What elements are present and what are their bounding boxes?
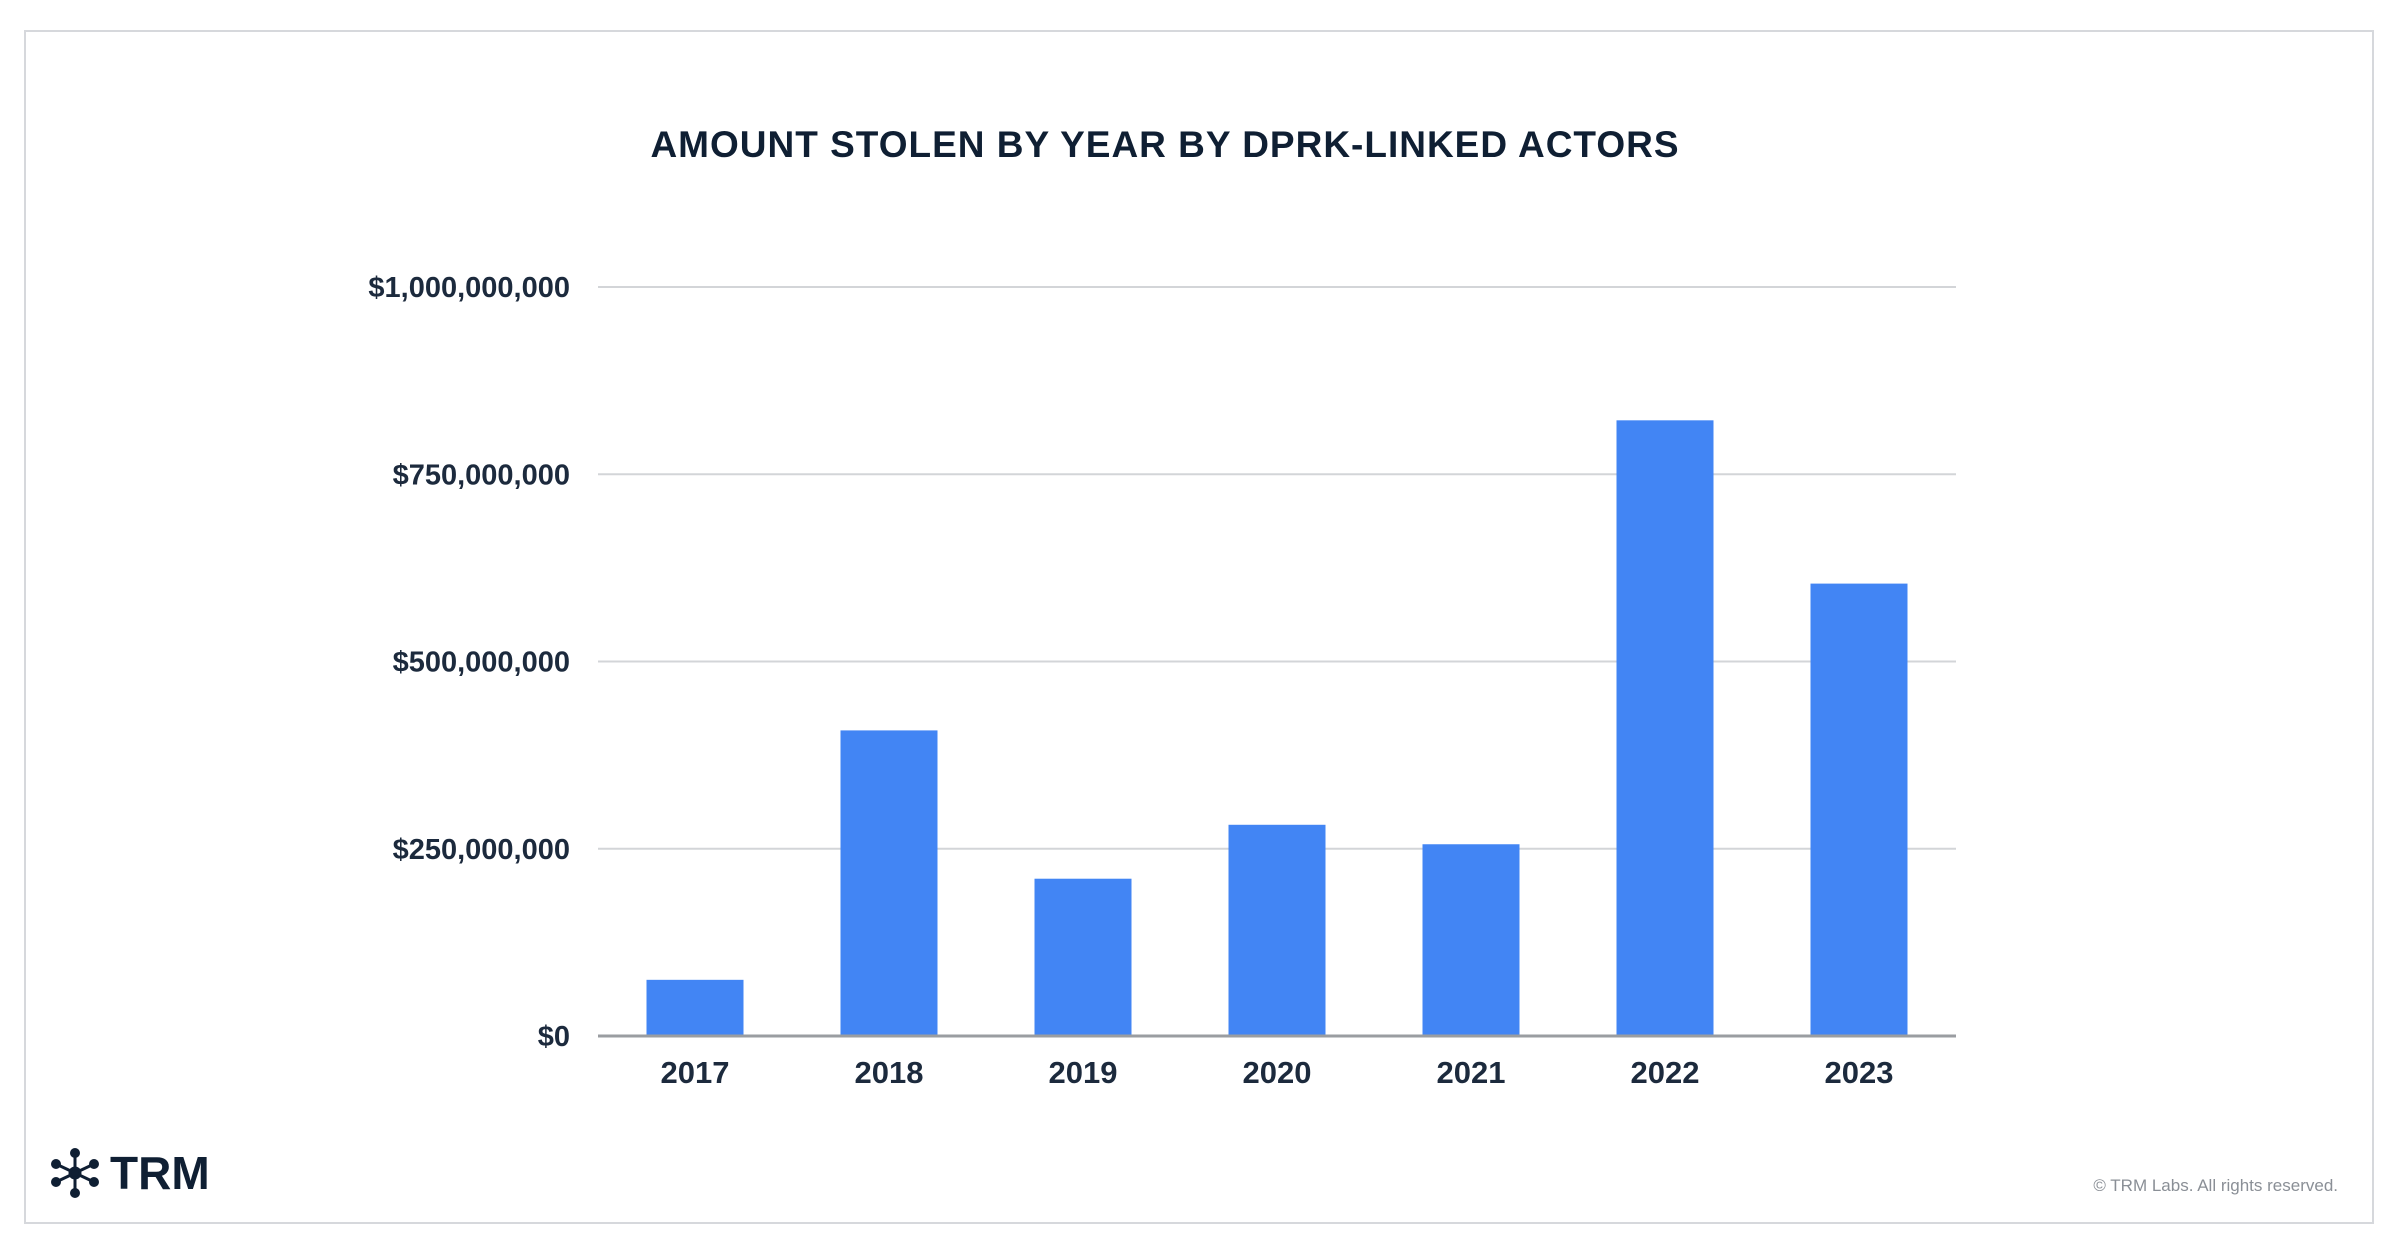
chart-title: AMOUNT STOLEN BY YEAR BY DPRK-LINKED ACT… (650, 124, 1680, 165)
x-tick-label: 2019 (1049, 1055, 1118, 1090)
x-tick-label: 2023 (1825, 1055, 1894, 1090)
bar-2020 (1228, 824, 1326, 1036)
x-tick-label: 2021 (1437, 1055, 1506, 1090)
bar-2018 (840, 730, 938, 1036)
y-tick-label: $750,000,000 (393, 459, 570, 491)
chart-frame (24, 30, 2374, 1224)
x-tick-label: 2018 (855, 1055, 924, 1090)
x-tick-label: 2020 (1243, 1055, 1312, 1090)
x-tick-label: 2022 (1631, 1055, 1700, 1090)
network-star-icon (51, 1148, 99, 1198)
y-tick-label: $250,000,000 (393, 834, 570, 866)
y-tick-label: $1,000,000,000 (368, 272, 570, 304)
bar-2017 (646, 979, 744, 1036)
logo-text: TRM (110, 1147, 210, 1199)
y-tick-label: $0 (538, 1021, 570, 1053)
x-tick-label: 2017 (661, 1055, 730, 1090)
bar-2019 (1034, 878, 1132, 1036)
y-tick-label: $500,000,000 (393, 647, 570, 679)
copyright-text: © TRM Labs. All rights reserved. (2093, 1176, 2338, 1195)
bar-2021 (1422, 844, 1520, 1036)
bar-2022 (1616, 420, 1714, 1036)
bar-2023 (1810, 583, 1908, 1036)
trm-logo: TRM (50, 1146, 210, 1200)
